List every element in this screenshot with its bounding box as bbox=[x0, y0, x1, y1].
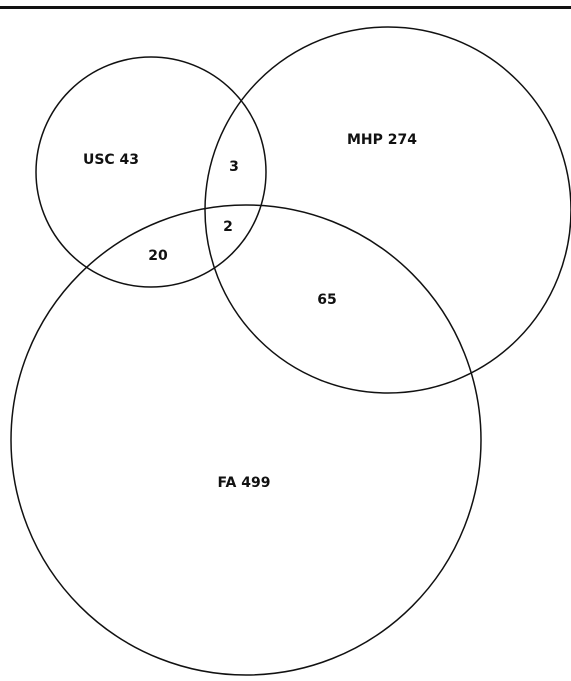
set-label: MHP 274 bbox=[347, 132, 417, 148]
mhp-circle bbox=[204, 26, 571, 394]
set-label: USC 43 bbox=[83, 152, 139, 168]
fa-circle bbox=[10, 204, 482, 676]
region-count: 65 bbox=[317, 292, 336, 308]
region-count: 3 bbox=[229, 159, 239, 175]
usc-circle bbox=[35, 56, 267, 288]
top-rule bbox=[0, 6, 571, 9]
region-count: 20 bbox=[148, 248, 168, 264]
set-label: FA 499 bbox=[218, 475, 271, 491]
region-count: 2 bbox=[223, 219, 233, 235]
